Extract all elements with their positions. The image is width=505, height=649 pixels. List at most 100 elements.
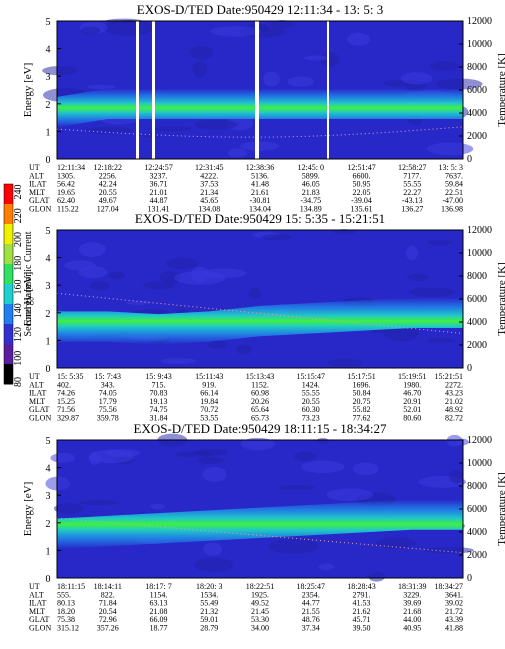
info-value: 17.79 — [99, 397, 117, 406]
panel-3-texture — [326, 488, 374, 502]
info-value: 46.70 — [403, 389, 421, 398]
info-value: 22.27 — [403, 188, 421, 197]
temperature-tick-label: 12000 — [467, 435, 492, 446]
info-value: 42.24 — [99, 180, 117, 189]
info-value: 1696. — [353, 380, 371, 389]
panel-3-texture — [293, 451, 317, 462]
info-value: 12:51:47 — [347, 163, 375, 172]
panel-1-texture — [194, 119, 238, 130]
info-value: 52.01 — [403, 405, 421, 414]
info-value: 74.05 — [99, 389, 117, 398]
energy-tick-label: 1 — [46, 336, 51, 347]
panel-2-texture — [165, 258, 199, 269]
colorbar-segment — [4, 284, 13, 305]
temperature-tick-label: 0 — [467, 154, 472, 165]
panel-1-texture — [303, 55, 330, 61]
info-value: 55.55 — [302, 389, 320, 398]
info-value: 43.39 — [445, 615, 463, 624]
panel-1-texture — [435, 78, 483, 90]
panel-1-energy-band — [57, 88, 463, 128]
info-value: 15: 5:35 — [57, 372, 83, 381]
info-value: 12:18:22 — [94, 163, 122, 172]
panel-3-texture — [316, 437, 330, 445]
panel-1-texture — [83, 126, 132, 135]
panel-2-texture — [89, 281, 111, 291]
info-value: 134.04 — [249, 205, 271, 214]
panel-2-texture — [108, 271, 125, 280]
info-value: 21.62 — [353, 607, 371, 616]
info-value: 343. — [101, 380, 115, 389]
panel-3-texture — [175, 451, 215, 458]
info-value: 34.00 — [251, 624, 269, 633]
panel-1-texture — [239, 141, 280, 151]
info-value: 18:20: 3 — [196, 582, 222, 591]
temperature-tick-label: 6000 — [467, 85, 487, 96]
info-value: 715. — [152, 380, 166, 389]
temperature-tick-label: 10000 — [467, 458, 492, 469]
info-value: 3237. — [150, 171, 168, 180]
panel-1-texture — [400, 72, 433, 85]
info-value: -47.00 — [442, 196, 463, 205]
panel-1-texture — [80, 26, 101, 35]
panel-3-texture — [50, 452, 76, 463]
info-value: 74.26 — [57, 389, 75, 398]
info-value: 75.56 — [99, 405, 117, 414]
panel-1-texture — [192, 61, 208, 77]
info-value: 50.95 — [353, 180, 371, 189]
info-value: 555. — [57, 590, 71, 599]
info-value: 329.87 — [57, 414, 79, 423]
panel-1-title: EXOS-D/TED Date:950429 12:11:34 - 13: 5:… — [137, 2, 384, 17]
info-row-label: ALT — [29, 171, 44, 180]
panel-3-texture — [352, 462, 379, 476]
colorbar-segment — [4, 224, 13, 245]
colorbar-tick-label: 100 — [13, 351, 24, 366]
info-value: 80.60 — [403, 414, 421, 423]
panel-3-texture — [88, 449, 135, 464]
panel-2-texture — [409, 287, 456, 297]
panel-2-texture — [125, 300, 151, 305]
info-value: 1424. — [302, 380, 320, 389]
info-value: -34.75 — [300, 196, 321, 205]
info-row-label: GLON — [29, 624, 51, 633]
info-value: 12:11:34 — [57, 163, 85, 172]
panel-1-texture — [103, 20, 154, 36]
panel-1-data-gap — [255, 21, 259, 159]
colorbar-segment — [4, 324, 13, 345]
temperature-tick-label: 2000 — [467, 550, 487, 561]
info-value: 41.88 — [445, 624, 463, 633]
colorbar-tick-label: 120 — [13, 327, 24, 342]
colorbar-tick-label: 140 — [13, 303, 24, 318]
panel-1-texture — [189, 46, 214, 60]
temperature-tick-label: 4000 — [467, 527, 487, 538]
info-value: 41.48 — [251, 180, 269, 189]
panel-2-texture — [326, 358, 364, 367]
info-value: 15.25 — [57, 397, 75, 406]
info-row-label: UT — [29, 372, 40, 381]
energy-tick-label: 2 — [46, 100, 51, 111]
info-row-label: ILAT — [29, 180, 46, 189]
panel-3-texture — [449, 469, 464, 484]
info-value: 18:34:27 — [435, 582, 463, 591]
info-value: 20.55 — [302, 397, 320, 406]
colorbar-segment — [4, 264, 13, 285]
info-row-label: MLT — [29, 607, 45, 616]
info-value: 60.30 — [302, 405, 320, 414]
info-value: 18.77 — [150, 624, 168, 633]
panel-3-texture — [424, 546, 474, 554]
info-value: 50.84 — [353, 389, 371, 398]
colorbar-tick-label: 200 — [13, 232, 24, 247]
info-value: 822. — [101, 590, 115, 599]
energy-tick-label: 4 — [46, 254, 51, 265]
info-value: 44.00 — [403, 615, 421, 624]
info-value: 37.34 — [302, 624, 320, 633]
info-value: 49.67 — [99, 196, 117, 205]
info-value: 18:31:39 — [398, 582, 426, 591]
panel-1-texture — [269, 20, 295, 29]
panel-1-texture — [287, 76, 315, 87]
info-value: 60.98 — [251, 389, 269, 398]
panel-3-texture — [240, 437, 276, 451]
temperature-tick-label: 8000 — [467, 481, 487, 492]
panel-3-title: EXOS-D/TED Date:950429 18:11:15 - 18:34:… — [134, 421, 387, 436]
info-value: 134.08 — [198, 205, 220, 214]
temperature-axis-label: Temperature [K] — [496, 53, 505, 126]
